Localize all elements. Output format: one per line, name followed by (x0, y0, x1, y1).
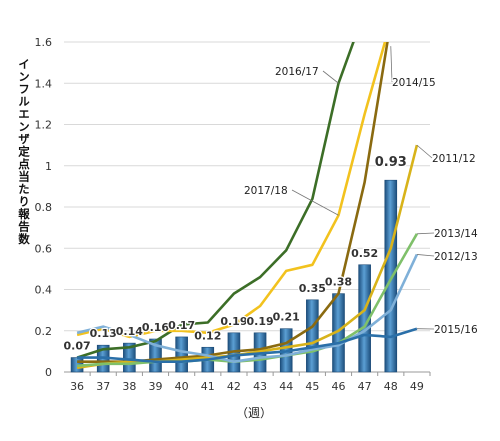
y-tick-label-7: 1.4 (35, 77, 53, 90)
x-tick-label-45: 45 (305, 380, 319, 393)
series-label-3: 2017/18 (244, 185, 288, 197)
bar-47 (358, 264, 371, 373)
y-tick-label-6: 1.2 (35, 119, 53, 132)
series-label-4: 2013/14 (434, 228, 478, 240)
x-tick-label-36: 36 (70, 380, 84, 393)
bar-value-label-45: 0.35 (299, 282, 326, 295)
bar-value-label-39: 0.16 (142, 321, 169, 334)
series-label-0: 2016/17 (275, 66, 319, 78)
y-tick-label-3: 0.6 (35, 242, 53, 255)
callout-line-3 (291, 189, 339, 216)
bar-value-label-48: 0.93 (375, 155, 407, 170)
bar-40 (175, 336, 188, 373)
bar-45 (306, 299, 319, 373)
x-tick-label-44: 44 (279, 380, 293, 393)
callout-line-2 (416, 144, 433, 159)
x-tick-label-42: 42 (227, 380, 241, 393)
line-series-2 (76, 42, 387, 339)
x-tick-label-47: 47 (358, 380, 372, 393)
lines-group (76, 42, 419, 370)
series-label-6: 2015/16 (434, 324, 478, 336)
callout-line-4 (416, 232, 435, 235)
series-label-1: 2014/15 (392, 77, 436, 89)
y-tick-label-0: 0 (45, 366, 52, 379)
bar-value-label-41: 0.12 (194, 329, 221, 342)
series-label-2: 2011/12 (432, 153, 476, 165)
x-tick-label-48: 48 (384, 380, 398, 393)
y-tick-label-2: 0.4 (35, 284, 53, 297)
bar-value-label-43: 0.19 (247, 315, 274, 328)
series-label-5: 2012/13 (434, 251, 478, 263)
callout-line-5 (416, 254, 435, 257)
x-tick-label-39: 39 (149, 380, 163, 393)
x-tick-label-37: 37 (96, 380, 110, 393)
x-tick-label-40: 40 (175, 380, 189, 393)
callout-line-1 (390, 46, 393, 83)
x-tick-label-41: 41 (201, 380, 215, 393)
bar-39 (149, 338, 162, 373)
bar-48 (384, 179, 398, 373)
x-tick-label-43: 43 (253, 380, 267, 393)
line-series-0 (76, 42, 355, 359)
x-tick-label-46: 46 (332, 380, 346, 393)
bar-value-label-38: 0.14 (116, 325, 143, 338)
line-series-6 (77, 327, 418, 364)
bar-value-label-40: 0.17 (168, 319, 195, 332)
x-axis-label: （週） (236, 406, 273, 420)
bar-value-label-37: 0.13 (90, 327, 117, 340)
line-series-5 (76, 253, 419, 364)
bar-value-label-46: 0.38 (325, 276, 352, 289)
x-tick-label-38: 38 (122, 380, 136, 393)
bar-value-label-42: 0.19 (220, 315, 247, 328)
x-tick-label-49: 49 (410, 380, 424, 393)
y-tick-label-5: 1 (45, 160, 52, 173)
bar-value-label-36: 0.07 (64, 340, 91, 353)
y-tick-label-4: 0.8 (35, 201, 53, 214)
y-tick-label-1: 0.2 (35, 325, 53, 338)
y-axis-label: インフルエンザ定点当たり報告数 (17, 58, 31, 246)
y-tick-label-8: 1.6 (35, 36, 53, 49)
bar-value-label-47: 0.52 (351, 247, 378, 260)
callout-line-0 (322, 70, 339, 84)
bar-value-label-44: 0.21 (273, 311, 300, 324)
